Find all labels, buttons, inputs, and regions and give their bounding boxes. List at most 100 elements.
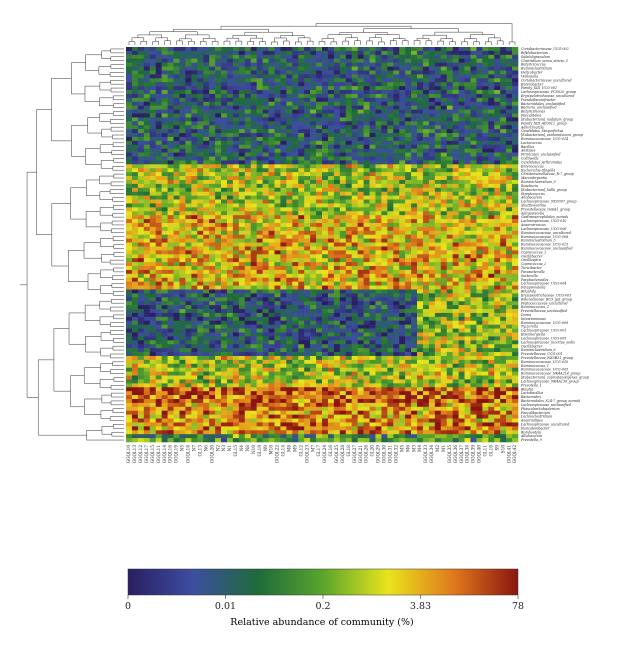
heatmap-cell: [452, 62, 459, 67]
heatmap-cell: [286, 285, 293, 290]
heatmap-cell: [185, 50, 192, 56]
heatmap-cell: [434, 97, 442, 103]
heatmap-cell: [262, 152, 269, 157]
heatmap-cell: [363, 305, 370, 310]
heatmap-cell: [417, 301, 424, 306]
heatmap-cell: [173, 70, 180, 75]
heatmap-cell: [434, 50, 442, 56]
heatmap-cell: [256, 101, 263, 106]
heatmap-cell: [399, 70, 406, 75]
heatmap-cell: [494, 54, 501, 60]
heatmap-cell: [155, 324, 162, 329]
heatmap-cell: [351, 262, 358, 267]
heatmap-cell: [322, 309, 329, 314]
heatmap-cell: [452, 289, 459, 294]
heatmap-cell: [506, 211, 513, 216]
heatmap-cell: [215, 117, 222, 122]
heatmap-cell: [137, 66, 145, 71]
heatmap-cell: [161, 222, 168, 228]
heatmap-cell: [339, 187, 347, 192]
heatmap-cell: [173, 101, 180, 106]
heatmap-cell: [452, 97, 459, 103]
heatmap-cell: [476, 222, 483, 228]
heatmap-cell: [226, 301, 234, 306]
heatmap-cell: [238, 164, 246, 169]
heatmap-cell: [185, 305, 192, 310]
heatmap-cell: [333, 305, 341, 310]
heatmap-cell: [417, 219, 424, 224]
heatmap-cell: [345, 309, 352, 314]
heatmap-cell: [256, 289, 263, 294]
heatmap-cell: [286, 101, 293, 106]
heatmap-cell: [179, 121, 186, 126]
heatmap-cell: [428, 168, 436, 173]
heatmap-cell: [215, 86, 222, 91]
heatmap-cell: [221, 140, 228, 146]
heatmap-cell: [458, 54, 465, 60]
heatmap-cell: [470, 258, 477, 263]
heatmap-cell: [173, 285, 180, 290]
heatmap-cell: [440, 187, 448, 192]
heatmap-cell: [417, 226, 424, 232]
heatmap-cell: [304, 152, 311, 157]
heatmap-cell: [185, 164, 192, 169]
heatmap-cell: [316, 277, 323, 282]
heatmap-cell: [512, 125, 519, 130]
heatmap-cell: [262, 101, 269, 106]
heatmap-cell: [506, 179, 513, 185]
heatmap-cell: [339, 125, 347, 130]
heatmap-cell: [209, 281, 216, 286]
heatmap-cell: [369, 277, 376, 282]
heatmap-cell: [387, 90, 394, 95]
heatmap-cell: [387, 144, 394, 149]
heatmap-cell: [476, 273, 483, 279]
heatmap-cell: [351, 62, 358, 67]
heatmap-cell: [262, 301, 269, 306]
heatmap-cell: [351, 222, 358, 228]
heatmap-cell: [286, 191, 293, 196]
heatmap-cell: [500, 219, 507, 224]
heatmap-cell: [126, 105, 133, 110]
heatmap-cell: [488, 90, 495, 95]
dendrogram-branch: [188, 41, 195, 45]
heatmap-cell: [494, 195, 501, 200]
heatmap-cell: [161, 50, 168, 56]
heatmap-cell: [167, 82, 174, 87]
heatmap-cell: [351, 90, 358, 95]
heatmap-cell: [173, 78, 180, 83]
heatmap-cell: [428, 133, 436, 138]
heatmap-cell: [191, 246, 198, 251]
heatmap-cell: [226, 54, 234, 60]
heatmap-cell: [381, 101, 388, 106]
heatmap-cell: [203, 234, 210, 239]
heatmap-cell: [179, 273, 186, 279]
heatmap-cell: [482, 281, 489, 286]
heatmap-cell: [405, 164, 412, 169]
heatmap-cell: [482, 78, 489, 83]
heatmap-cell: [434, 269, 442, 275]
heatmap-cell: [422, 54, 430, 60]
heatmap-cell: [298, 113, 305, 118]
heatmap-cell: [185, 293, 192, 298]
heatmap-cell: [411, 148, 418, 153]
heatmap-cell: [286, 254, 293, 259]
heatmap-cell: [310, 289, 317, 294]
heatmap-cell: [369, 320, 376, 325]
heatmap-cell: [310, 320, 317, 325]
heatmap-cell: [298, 234, 305, 239]
heatmap-cell: [476, 148, 483, 153]
heatmap-cell: [226, 269, 234, 275]
heatmap-cell: [250, 117, 257, 122]
heatmap-cell: [345, 82, 352, 87]
heatmap-cell: [185, 156, 192, 161]
heatmap-cell: [375, 195, 382, 200]
heatmap-cell: [179, 187, 186, 192]
heatmap-cell: [203, 136, 210, 142]
heatmap-cell: [440, 133, 448, 138]
heatmap-cell: [238, 156, 246, 161]
heatmap-cell: [482, 183, 489, 189]
heatmap-cell: [268, 238, 275, 243]
heatmap-cell: [345, 266, 352, 271]
heatmap-cell: [458, 74, 465, 79]
heatmap-cell: [203, 226, 210, 232]
